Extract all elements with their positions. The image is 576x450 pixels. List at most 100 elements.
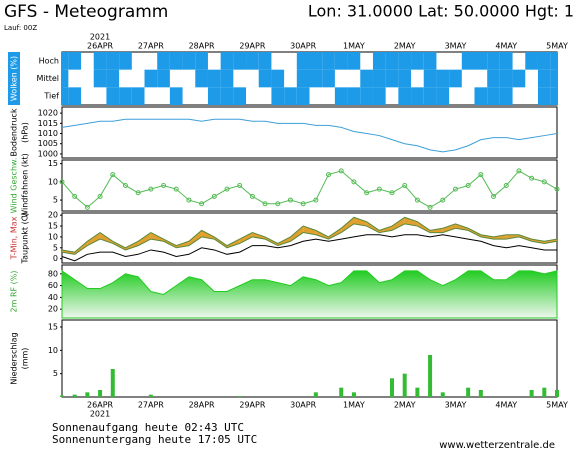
date-top: 27APR	[138, 42, 164, 51]
point	[122, 183, 128, 188]
cloud-cell	[322, 52, 335, 70]
cloud-cell	[284, 87, 297, 105]
cloud-cell	[169, 87, 183, 105]
cloud-cell	[474, 87, 488, 105]
precip-bar	[415, 387, 420, 397]
date-bottom: 27APR	[138, 401, 164, 410]
date-bottom: 2MAY	[394, 401, 416, 410]
point	[516, 168, 522, 174]
y-tick-label: 5	[53, 369, 58, 378]
date-top: 29APR	[239, 42, 265, 51]
point	[287, 197, 293, 203]
date-top: 1MAY	[343, 42, 365, 51]
temp-band	[493, 234, 507, 240]
panel-frame	[61, 212, 558, 264]
date-bottom: 4MAY	[495, 401, 517, 410]
cloud-cell	[372, 87, 386, 105]
y-tick-label: 1000	[38, 149, 58, 158]
precip-bar	[402, 373, 407, 397]
point	[491, 193, 497, 199]
panel-label: 2m RF (%)	[10, 271, 19, 313]
cloud-cell	[499, 52, 513, 70]
temp-band	[138, 232, 151, 246]
point	[414, 197, 420, 203]
precip-bar	[440, 392, 445, 397]
y-tick-label: 10	[48, 232, 58, 241]
y-tick-label: 80	[48, 269, 58, 278]
temp-band	[239, 232, 253, 244]
date-top: 28APR	[189, 42, 215, 51]
point	[199, 201, 205, 207]
cloud-cell	[296, 52, 310, 70]
cloud-cell	[296, 87, 310, 105]
y-tick-label: 60	[48, 281, 58, 290]
y-tick-label: 5	[53, 243, 58, 252]
cloud-cell	[220, 52, 234, 70]
temp-band	[62, 249, 75, 255]
point	[338, 168, 344, 174]
cloud-cell	[309, 69, 323, 88]
precip-bar	[542, 387, 547, 397]
point	[97, 193, 103, 199]
panel-frame	[61, 319, 558, 398]
cloud-cell	[207, 69, 221, 88]
y-tick-label: 15	[48, 323, 58, 332]
cloud-cell	[131, 87, 145, 105]
humidity-area	[61, 269, 558, 319]
cloud-cell	[398, 52, 412, 70]
date-bottom: 3MAY	[445, 401, 467, 410]
y-tick-label: 10	[48, 177, 58, 186]
cloud-cell	[220, 87, 234, 105]
point	[376, 186, 382, 192]
temp-band	[404, 217, 418, 227]
cloud-cell	[119, 52, 132, 70]
cloud-cell	[537, 87, 551, 105]
cloud-cell	[436, 87, 450, 105]
date-top: 26APR	[87, 42, 113, 51]
cloud-cell	[372, 69, 386, 88]
precip-bar	[110, 369, 115, 397]
cloud-cell	[347, 52, 361, 70]
y-tick-label: 15	[48, 159, 58, 168]
cloud-cell	[411, 52, 424, 70]
date-bottom: 26APR	[87, 401, 113, 410]
y-tick-label: 1020	[38, 109, 58, 118]
point	[249, 193, 255, 199]
precip-bar	[555, 390, 559, 397]
temp-band	[544, 239, 557, 244]
temp-band	[353, 217, 367, 227]
cloud-cell	[62, 69, 69, 88]
point	[262, 201, 268, 207]
cloud-cell	[474, 52, 488, 70]
panel-label: Wind Geschw.	[10, 158, 19, 214]
date-top: 5MAY	[546, 42, 568, 51]
temp-band	[290, 226, 304, 242]
point	[72, 193, 78, 199]
cloud-cell	[487, 52, 500, 70]
cloud-cell	[372, 52, 386, 70]
location: Lon: 31.0000 Lat: 50.0000 Hgt: 1	[308, 2, 574, 21]
cloud-cell	[487, 87, 500, 105]
precip-bar	[478, 390, 483, 397]
cloud-cell	[195, 52, 208, 70]
panel-label: (hPa)	[21, 122, 30, 143]
cloud-cell	[537, 52, 551, 70]
series-line	[61, 118, 558, 153]
cloud-cell	[271, 87, 285, 105]
date-top: 30APR	[290, 42, 316, 51]
point	[135, 190, 141, 196]
y-tick-label: 10	[48, 346, 58, 355]
cloud-cell	[195, 69, 208, 88]
cloud-cell	[449, 69, 462, 88]
temp-band	[392, 217, 405, 231]
temp-band	[442, 223, 456, 233]
temp-band	[87, 232, 101, 246]
point	[440, 197, 446, 203]
cloud-cell	[220, 69, 234, 88]
cloud-cell	[62, 52, 69, 70]
cloud-cell	[258, 69, 272, 88]
panel-label: Taupunkt (C)	[21, 213, 30, 265]
precip-bar	[313, 392, 318, 397]
point	[326, 172, 332, 178]
series-line	[61, 170, 558, 209]
